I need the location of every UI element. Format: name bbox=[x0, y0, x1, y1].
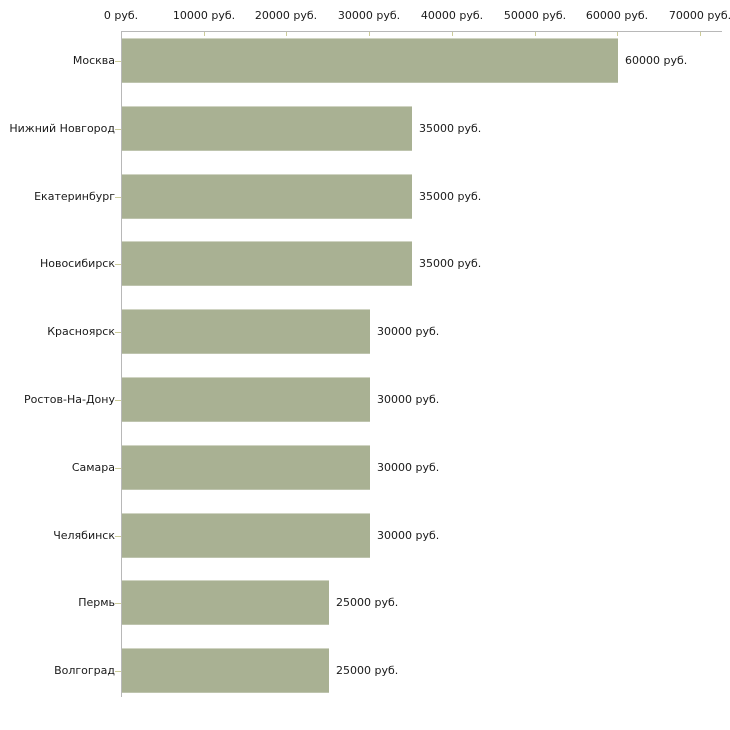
bar bbox=[122, 38, 618, 83]
category-label: Новосибирск bbox=[39, 257, 115, 270]
y-axis-tick-mark bbox=[115, 332, 121, 333]
value-label: 30000 руб. bbox=[377, 325, 440, 338]
bar bbox=[122, 241, 412, 286]
x-axis-tick-label: 20000 руб. bbox=[254, 9, 318, 22]
y-axis-tick-mark bbox=[115, 603, 121, 604]
y-axis-tick-mark bbox=[115, 197, 121, 198]
category-label: Челябинск bbox=[53, 529, 115, 542]
x-axis-tick-label: 10000 руб. bbox=[172, 9, 236, 22]
bar bbox=[122, 580, 329, 625]
category-label: Пермь bbox=[78, 596, 115, 609]
x-axis-tick-label: 40000 руб. bbox=[420, 9, 484, 22]
y-axis-tick-mark bbox=[115, 400, 121, 401]
x-axis-tick-mark bbox=[286, 32, 287, 36]
y-axis-tick-mark bbox=[115, 536, 121, 537]
category-label: Екатеринбург bbox=[34, 190, 115, 203]
value-label: 25000 руб. bbox=[336, 664, 399, 677]
value-label: 60000 руб. bbox=[625, 54, 688, 67]
value-label: 30000 руб. bbox=[377, 393, 440, 406]
value-label: 35000 руб. bbox=[419, 257, 482, 270]
category-label: Нижний Новгород bbox=[9, 122, 115, 135]
category-label: Ростов-На-Дону bbox=[23, 393, 115, 406]
x-axis-tick-mark bbox=[204, 32, 205, 36]
category-label: Самара bbox=[71, 461, 115, 474]
bar bbox=[122, 309, 370, 354]
x-axis-tick-mark bbox=[535, 32, 536, 36]
bar bbox=[122, 174, 412, 219]
x-axis-tick-label: 0 руб. bbox=[103, 9, 139, 22]
y-axis-tick-mark bbox=[115, 129, 121, 130]
y-axis-tick-mark bbox=[115, 671, 121, 672]
category-label: Волгоград bbox=[54, 664, 115, 677]
category-label: Красноярск bbox=[47, 325, 115, 338]
value-label: 30000 руб. bbox=[377, 461, 440, 474]
x-axis-tick-mark bbox=[617, 32, 618, 36]
x-axis-tick-label: 70000 руб. bbox=[668, 9, 730, 22]
bar bbox=[122, 377, 370, 422]
x-axis-tick-mark bbox=[369, 32, 370, 36]
y-axis-tick-mark bbox=[115, 264, 121, 265]
bar bbox=[122, 445, 370, 490]
x-axis-tick-mark bbox=[700, 32, 701, 36]
x-axis-tick-label: 50000 руб. bbox=[503, 9, 567, 22]
category-label: Москва bbox=[72, 54, 115, 67]
x-axis-line bbox=[121, 31, 722, 32]
bar bbox=[122, 513, 370, 558]
x-axis-tick-mark bbox=[452, 32, 453, 36]
value-label: 30000 руб. bbox=[377, 529, 440, 542]
y-axis-tick-mark bbox=[115, 61, 121, 62]
bar bbox=[122, 106, 412, 151]
value-label: 25000 руб. bbox=[336, 596, 399, 609]
bar bbox=[122, 648, 329, 693]
y-axis-line bbox=[121, 31, 122, 697]
x-axis-tick-label: 30000 руб. bbox=[337, 9, 401, 22]
value-label: 35000 руб. bbox=[419, 190, 482, 203]
x-axis-tick-label: 60000 руб. bbox=[585, 9, 649, 22]
y-axis-tick-mark bbox=[115, 468, 121, 469]
value-label: 35000 руб. bbox=[419, 122, 482, 135]
